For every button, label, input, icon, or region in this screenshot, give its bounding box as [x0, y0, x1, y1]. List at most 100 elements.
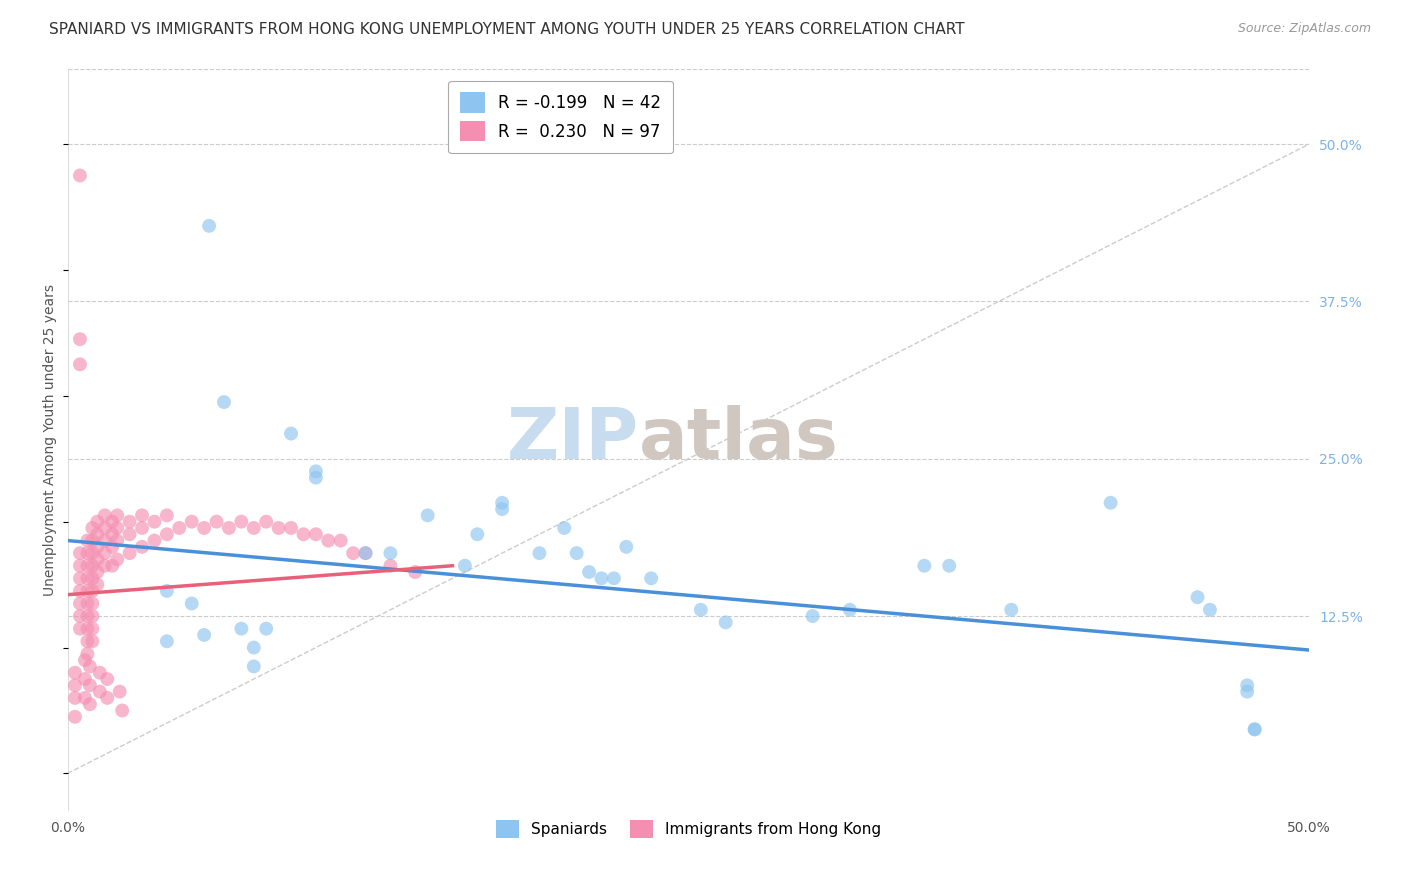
- Point: [79, 678, 101, 692]
- Point: [82, 634, 104, 648]
- Point: [640, 571, 662, 585]
- Point: [131, 508, 153, 523]
- Point: [82, 622, 104, 636]
- Point: [76, 634, 98, 648]
- Point: [465, 527, 488, 541]
- Point: [553, 521, 575, 535]
- Point: [143, 533, 166, 548]
- Point: [156, 634, 179, 648]
- Point: [63, 690, 86, 705]
- Point: [156, 508, 179, 523]
- Point: [212, 395, 235, 409]
- Point: [801, 609, 824, 624]
- Point: [280, 521, 302, 535]
- Point: [180, 597, 202, 611]
- Point: [118, 546, 141, 560]
- Point: [231, 515, 253, 529]
- Point: [73, 690, 96, 705]
- Point: [105, 508, 128, 523]
- Point: [73, 653, 96, 667]
- Point: [89, 665, 111, 680]
- Point: [76, 597, 98, 611]
- Point: [231, 622, 253, 636]
- Point: [404, 565, 426, 579]
- Point: [838, 603, 860, 617]
- Point: [380, 558, 402, 573]
- Point: [254, 515, 277, 529]
- Point: [118, 527, 141, 541]
- Point: [938, 558, 960, 573]
- Point: [86, 565, 108, 579]
- Point: [169, 521, 191, 535]
- Point: [1199, 603, 1222, 617]
- Point: [267, 521, 290, 535]
- Point: [254, 622, 277, 636]
- Point: [82, 583, 104, 598]
- Point: [69, 571, 91, 585]
- Point: [1243, 723, 1265, 737]
- Point: [76, 546, 98, 560]
- Point: [193, 521, 215, 535]
- Point: [94, 508, 117, 523]
- Point: [69, 609, 91, 624]
- Point: [69, 558, 91, 573]
- Point: [79, 697, 101, 711]
- Point: [591, 571, 613, 585]
- Point: [69, 546, 91, 560]
- Point: [76, 609, 98, 624]
- Point: [529, 546, 551, 560]
- Text: ZIP: ZIP: [506, 405, 638, 475]
- Point: [76, 571, 98, 585]
- Point: [329, 533, 352, 548]
- Point: [131, 540, 153, 554]
- Point: [280, 426, 302, 441]
- Text: Source: ZipAtlas.com: Source: ZipAtlas.com: [1237, 22, 1371, 36]
- Point: [101, 558, 124, 573]
- Point: [156, 527, 179, 541]
- Point: [305, 464, 328, 478]
- Point: [94, 558, 117, 573]
- Point: [94, 546, 117, 560]
- Point: [1187, 591, 1209, 605]
- Point: [69, 583, 91, 598]
- Point: [416, 508, 439, 523]
- Point: [82, 546, 104, 560]
- Point: [69, 622, 91, 636]
- Point: [86, 577, 108, 591]
- Text: SPANIARD VS IMMIGRANTS FROM HONG KONG UNEMPLOYMENT AMONG YOUTH UNDER 25 YEARS CO: SPANIARD VS IMMIGRANTS FROM HONG KONG UN…: [49, 22, 965, 37]
- Point: [1243, 723, 1265, 737]
- Point: [243, 521, 266, 535]
- Point: [1236, 684, 1258, 698]
- Point: [101, 515, 124, 529]
- Point: [94, 533, 117, 548]
- Point: [76, 558, 98, 573]
- Point: [82, 521, 104, 535]
- Point: [1099, 496, 1122, 510]
- Point: [76, 622, 98, 636]
- Point: [243, 640, 266, 655]
- Point: [82, 609, 104, 624]
- Point: [69, 357, 91, 371]
- Point: [111, 704, 134, 718]
- Point: [82, 558, 104, 573]
- Point: [243, 659, 266, 673]
- Point: [108, 684, 131, 698]
- Point: [354, 546, 377, 560]
- Point: [205, 515, 228, 529]
- Point: [101, 527, 124, 541]
- Legend: Spaniards, Immigrants from Hong Kong: Spaniards, Immigrants from Hong Kong: [489, 814, 887, 845]
- Point: [69, 597, 91, 611]
- Point: [1236, 678, 1258, 692]
- Point: [305, 470, 328, 484]
- Y-axis label: Unemployment Among Youth under 25 years: Unemployment Among Youth under 25 years: [44, 284, 58, 596]
- Point: [156, 583, 179, 598]
- Point: [63, 665, 86, 680]
- Point: [69, 169, 91, 183]
- Point: [1000, 603, 1022, 617]
- Point: [69, 332, 91, 346]
- Point: [86, 515, 108, 529]
- Point: [73, 672, 96, 686]
- Point: [89, 684, 111, 698]
- Point: [82, 571, 104, 585]
- Point: [714, 615, 737, 630]
